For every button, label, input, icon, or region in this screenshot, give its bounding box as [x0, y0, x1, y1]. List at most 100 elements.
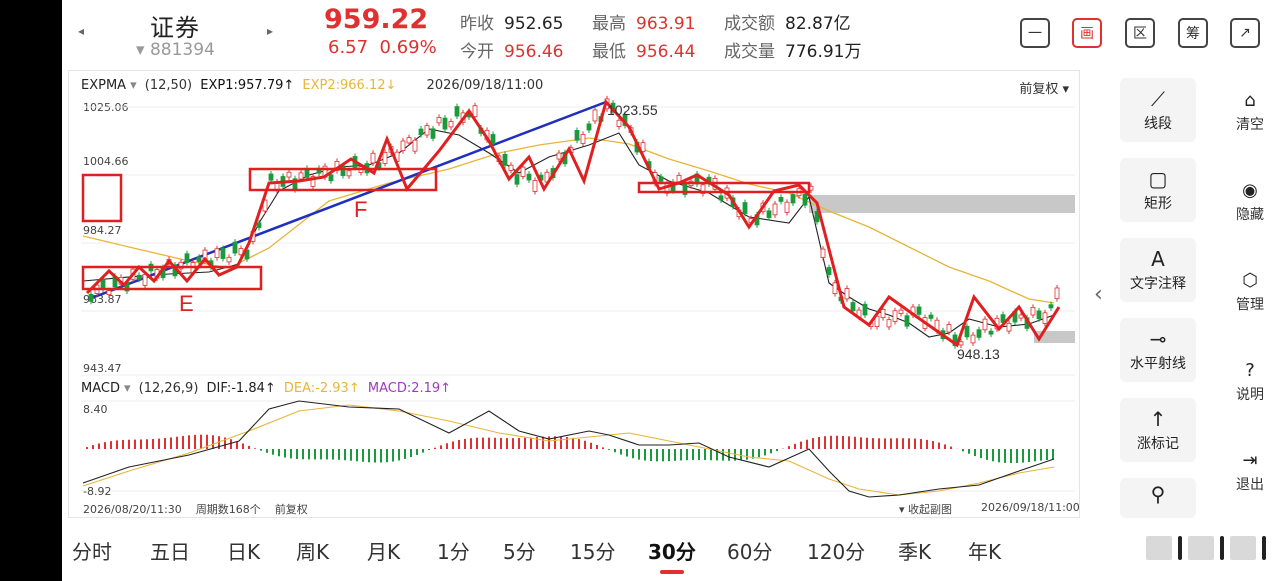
tool-up-mark[interactable]: ↑ 涨标记: [1120, 398, 1196, 462]
stock-code[interactable]: ▾ 881394: [136, 40, 215, 60]
tool-rectangle[interactable]: ▢ 矩形: [1120, 158, 1196, 222]
tab-15min[interactable]: 15分: [570, 540, 616, 564]
candle-body: [286, 171, 292, 178]
trend-line: [88, 100, 607, 301]
candle-body: [574, 130, 580, 141]
candle-body: [508, 164, 514, 171]
range-tool-icon[interactable]: 区: [1125, 18, 1155, 48]
indicator-name: EXPMA: [81, 78, 127, 93]
candle-body: [430, 128, 436, 139]
candle-body: [1042, 312, 1048, 324]
exit-button[interactable]: ⇥ 退出: [1236, 450, 1264, 493]
candle-body: [820, 248, 826, 258]
candle-body: [964, 325, 970, 338]
candle-body: [412, 139, 418, 152]
tool-horizontal-ray[interactable]: ⊸ 水平射线: [1120, 318, 1196, 382]
candle-body: [1030, 306, 1036, 316]
collapse-subchart[interactable]: ▾ 收起副图: [899, 503, 953, 516]
candle-body: [640, 142, 646, 152]
candle-body: [886, 319, 892, 328]
candle-body: [958, 341, 964, 346]
candle-body: [1036, 310, 1042, 320]
candle-body: [442, 117, 448, 130]
kline-chart-area[interactable]: EXPMA ▾ (12,50) EXP1:957.79↑ EXP2:966.12↓…: [68, 70, 1080, 518]
clear-button[interactable]: ⌂ 清空: [1236, 90, 1264, 133]
candle-body: [784, 201, 790, 213]
low-marker: 948.13: [957, 346, 1000, 362]
chart-footer: 2026/08/20/11:30 周期数168个 前复权: [83, 503, 308, 516]
line-tool-icon[interactable]: 一: [1020, 18, 1050, 48]
candle-body: [226, 256, 232, 263]
expma-indicator-bar[interactable]: EXPMA ▾ (12,50) EXP1:957.79↑ EXP2:966.12↓…: [81, 78, 544, 93]
manage-button[interactable]: ⬡ 管理: [1236, 270, 1264, 313]
stock-name: 证券: [150, 14, 200, 42]
candle-body: [136, 274, 142, 280]
candle-body: [472, 105, 478, 118]
candle-body: [232, 241, 238, 254]
kline-drawing: E F 1023.55 948.13: [81, 95, 1075, 498]
candle-body: [616, 119, 622, 127]
quote-header: ◂ 证券 ▾ 881394 ▸ 959.22 6.57 0.69% 昨收 952.…: [62, 0, 1280, 66]
tool-more[interactable]: ⚲: [1120, 478, 1196, 518]
share-tool-icon[interactable]: ↗: [1230, 18, 1260, 48]
collapse-panel-icon[interactable]: ‹: [1094, 282, 1103, 307]
tab-monthly[interactable]: 月K: [367, 540, 401, 564]
candle-body: [832, 282, 838, 295]
candle-body: [178, 261, 184, 270]
box-e: [81, 265, 263, 291]
current-price: 959.22: [324, 4, 429, 35]
candle-body: [1006, 322, 1012, 332]
tab-yearly[interactable]: 年K: [968, 540, 1002, 564]
tab-intraday[interactable]: 分时: [72, 540, 112, 564]
candle-body: [88, 293, 94, 302]
box-left: [81, 173, 123, 223]
candle-body: [400, 140, 406, 151]
draw-tool-icon[interactable]: 画: [1072, 18, 1102, 48]
tool-segment[interactable]: ⟋ 线段: [1120, 78, 1196, 142]
candle-body: [946, 324, 952, 333]
y-label-2: 1004.66: [83, 155, 129, 168]
candle-body: [256, 222, 262, 228]
candle-body: [406, 137, 412, 144]
candle-body: [802, 193, 808, 206]
chart-datetime: 2026/09/18/11:00: [426, 78, 544, 93]
candle-body: [310, 176, 316, 187]
tab-daily[interactable]: 日K: [227, 540, 261, 564]
hide-button[interactable]: ◉ 隐藏: [1236, 180, 1264, 223]
candle-body: [196, 256, 202, 262]
candle-body: [220, 248, 226, 259]
tab-weekly[interactable]: 周K: [296, 540, 330, 564]
candle-body: [700, 184, 706, 194]
candle-body: [436, 117, 442, 124]
help-button[interactable]: ? 说明: [1236, 360, 1264, 403]
tab-five-day[interactable]: 五日: [150, 540, 190, 564]
tab-120min[interactable]: 120分: [807, 540, 866, 564]
tab-quarterly[interactable]: 季K: [898, 540, 932, 564]
tab-60min[interactable]: 60分: [727, 540, 773, 564]
figure-icon: ⚲: [1150, 482, 1166, 506]
tab-1min[interactable]: 1分: [437, 540, 470, 564]
up-arrow-icon: ↑: [1149, 407, 1167, 431]
tab-5min[interactable]: 5分: [503, 540, 536, 564]
candle-body: [184, 253, 190, 263]
candle-body: [772, 203, 778, 216]
candle-body: [142, 274, 148, 286]
candle-body: [298, 172, 304, 180]
segment-icon: ⟋: [1151, 87, 1165, 111]
tool-text-note[interactable]: A 文字注释: [1120, 238, 1196, 302]
macd-value: MACD:2.19↑: [367, 381, 452, 396]
adjust-selector[interactable]: 前复权 ▾: [1019, 82, 1069, 97]
macd-indicator-bar[interactable]: MACD ▾ (12,26,9) DIF:-1.84↑ DEA:-2.93↑ MA…: [81, 381, 452, 396]
candle-body: [106, 290, 112, 296]
candle-body: [424, 125, 430, 136]
help-icon: ?: [1245, 360, 1255, 381]
low-price: 最低 956.44: [592, 42, 696, 62]
app-root: ◂ 证券 ▾ 881394 ▸ 959.22 6.57 0.69% 昨收 952.…: [62, 0, 1280, 581]
candle-body: [850, 302, 856, 312]
box-g: [637, 181, 811, 194]
dea-value: DEA:-2.93↑: [283, 381, 360, 396]
tab-30min[interactable]: 30分: [648, 540, 696, 564]
next-stock-arrow[interactable]: ▸: [267, 24, 274, 38]
prev-stock-arrow[interactable]: ◂: [78, 24, 85, 38]
chip-tool-icon[interactable]: 筹: [1178, 18, 1208, 48]
